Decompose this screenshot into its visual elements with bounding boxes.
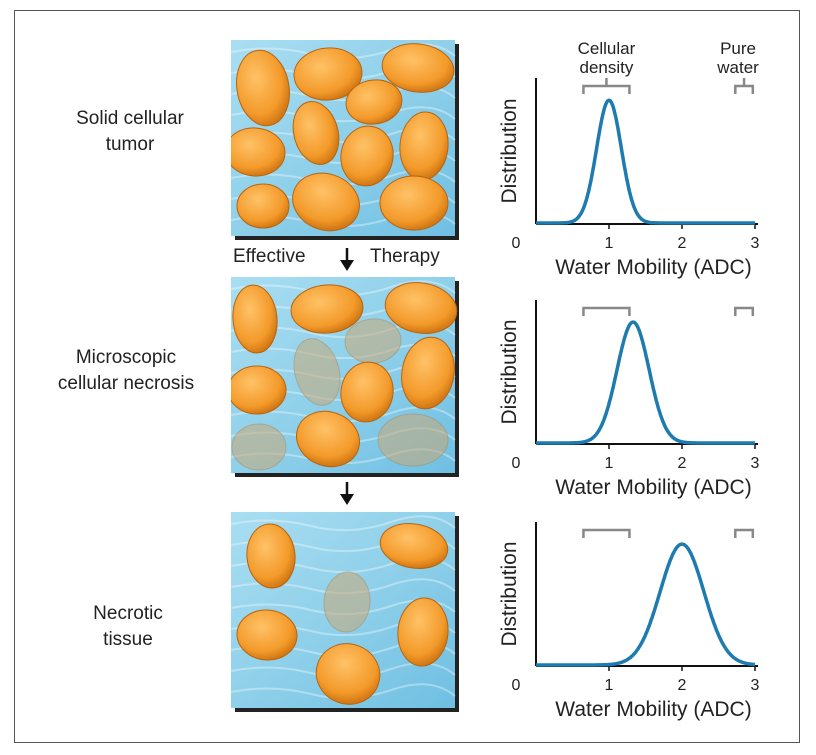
x-tick-label: 0 bbox=[512, 235, 521, 252]
tumor-cell bbox=[292, 101, 340, 165]
x-tick-label: 0 bbox=[512, 455, 521, 472]
necrotic-cell bbox=[231, 423, 287, 471]
cellular-density-label: density bbox=[580, 58, 634, 77]
tumor-cell bbox=[379, 175, 449, 231]
tumor-cell bbox=[296, 410, 360, 468]
tumor-cell bbox=[379, 523, 449, 569]
down-arrow-icon bbox=[340, 482, 354, 505]
therapy-right-word: Therapy bbox=[370, 246, 440, 267]
cellular-density-bracket bbox=[582, 528, 631, 538]
tumor-cell bbox=[397, 597, 449, 667]
x-tick-label: 3 bbox=[751, 455, 760, 472]
y-axis-label: Distribution bbox=[498, 541, 521, 646]
tumor-cell bbox=[340, 361, 394, 423]
adc-chart-microscopic-necrosis: 0 1 2 3 Water Mobility (ADC) Distribution bbox=[490, 278, 780, 506]
necrotic-cell bbox=[293, 338, 341, 406]
tumor-cell bbox=[231, 365, 287, 415]
tumor-cell bbox=[231, 127, 286, 177]
x-tick-label: 1 bbox=[605, 235, 614, 252]
tumor-cell bbox=[290, 284, 364, 334]
figure-frame bbox=[14, 10, 800, 743]
x-tick-label: 3 bbox=[751, 677, 760, 694]
tissue-panel-solid-tumor bbox=[231, 40, 459, 240]
distribution-curve bbox=[534, 542, 757, 667]
tumor-cell bbox=[345, 79, 403, 125]
x-axis-label: Water Mobility (ADC) bbox=[555, 256, 751, 279]
x-axis-label: Water Mobility (ADC) bbox=[555, 476, 751, 499]
stage-label-solid-tumor: Solid cellular tumor bbox=[76, 108, 184, 155]
cellular-density-bracket bbox=[582, 306, 631, 316]
x-tick-label: 1 bbox=[605, 455, 614, 472]
x-tick-label: 1 bbox=[605, 677, 614, 694]
tissue-panel-microscopic-necrosis bbox=[231, 277, 459, 477]
x-axis-label: Water Mobility (ADC) bbox=[555, 698, 751, 721]
stage-label-microscopic-necrosis: Microscopic cellular necrosis bbox=[57, 347, 195, 394]
therapy-left-word: Effective bbox=[233, 246, 306, 267]
x-tick-label: 2 bbox=[678, 235, 687, 252]
x-tick-label: 0 bbox=[512, 677, 521, 694]
adc-chart-solid-tumor: 0 1 2 3 Water Mobility (ADC) Distribution Cell… bbox=[490, 28, 780, 279]
pure-water-bracket bbox=[734, 84, 755, 94]
tumor-cell bbox=[236, 49, 290, 127]
tumor-cell bbox=[293, 47, 363, 101]
distribution-curve bbox=[534, 98, 757, 225]
tumor-cell bbox=[236, 609, 298, 661]
tumor-cell bbox=[381, 43, 455, 93]
pure-water-label: Pure bbox=[720, 39, 756, 58]
cellular-density-label: Cellular bbox=[578, 39, 636, 58]
adc-chart-necrotic-tissue: 0 1 2 3 Water Mobility (ADC) Distribution bbox=[490, 500, 780, 728]
tumor-cell bbox=[340, 125, 394, 187]
tumor-cell bbox=[246, 523, 296, 589]
necrotic-cell bbox=[323, 571, 371, 633]
tumor-cell bbox=[384, 282, 458, 334]
x-tick-label: 3 bbox=[751, 235, 760, 252]
y-axis-label: Distribution bbox=[498, 319, 521, 424]
pure-water-label: water bbox=[716, 58, 759, 77]
tissue-panel-necrotic-tissue bbox=[231, 512, 459, 712]
y-axis-label: Distribution bbox=[498, 98, 521, 203]
cellular-density-bracket bbox=[582, 84, 631, 94]
pure-water-bracket bbox=[734, 306, 755, 316]
tumor-cell bbox=[401, 336, 455, 410]
pure-water-bracket bbox=[734, 528, 755, 538]
necrotic-cell bbox=[377, 413, 449, 467]
tumor-cell bbox=[236, 183, 290, 229]
tumor-cell bbox=[292, 172, 360, 232]
x-tick-label: 2 bbox=[678, 677, 687, 694]
tumor-cell bbox=[315, 643, 381, 705]
tumor-cell bbox=[232, 284, 278, 354]
distribution-curve bbox=[534, 320, 757, 445]
x-tick-label: 2 bbox=[678, 455, 687, 472]
down-arrow-icon bbox=[340, 248, 354, 271]
stage-label-necrotic-tissue: Necrotic tissue bbox=[93, 603, 163, 650]
